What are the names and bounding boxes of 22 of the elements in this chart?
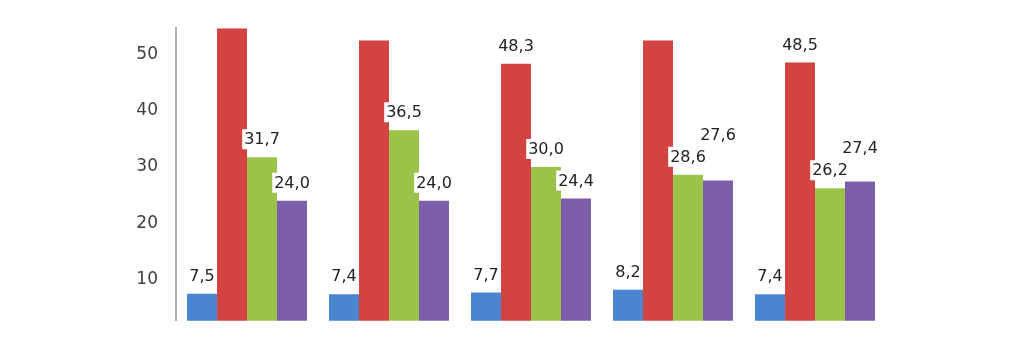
data-label: 48,3: [498, 35, 534, 55]
data-label: 7,7: [473, 264, 499, 284]
y-tick-label: 40: [136, 98, 158, 119]
y-tick-label: 20: [136, 211, 158, 232]
data-label: 7,4: [757, 266, 783, 286]
data-label: 28,6: [670, 146, 706, 166]
y-tick-label: 10: [136, 268, 158, 289]
data-label: 36,5: [386, 102, 422, 122]
data-label: 24,4: [558, 170, 594, 190]
data-label: 27,6: [700, 124, 736, 144]
data-label: 30,0: [528, 139, 564, 159]
data-label: 24,0: [274, 172, 310, 192]
data-label: 8,2: [615, 261, 641, 281]
y-tick-label: 50: [136, 42, 158, 63]
data-label: 48,5: [782, 34, 818, 54]
data-label: 7,5: [189, 265, 215, 285]
data-label: 7,4: [331, 266, 357, 286]
data-label: 31,7: [244, 129, 280, 149]
data-label: 26,2: [812, 160, 848, 180]
data-label: 24,0: [416, 172, 452, 192]
y-tick-label: 30: [136, 155, 158, 176]
data-label: 27,4: [842, 137, 878, 157]
